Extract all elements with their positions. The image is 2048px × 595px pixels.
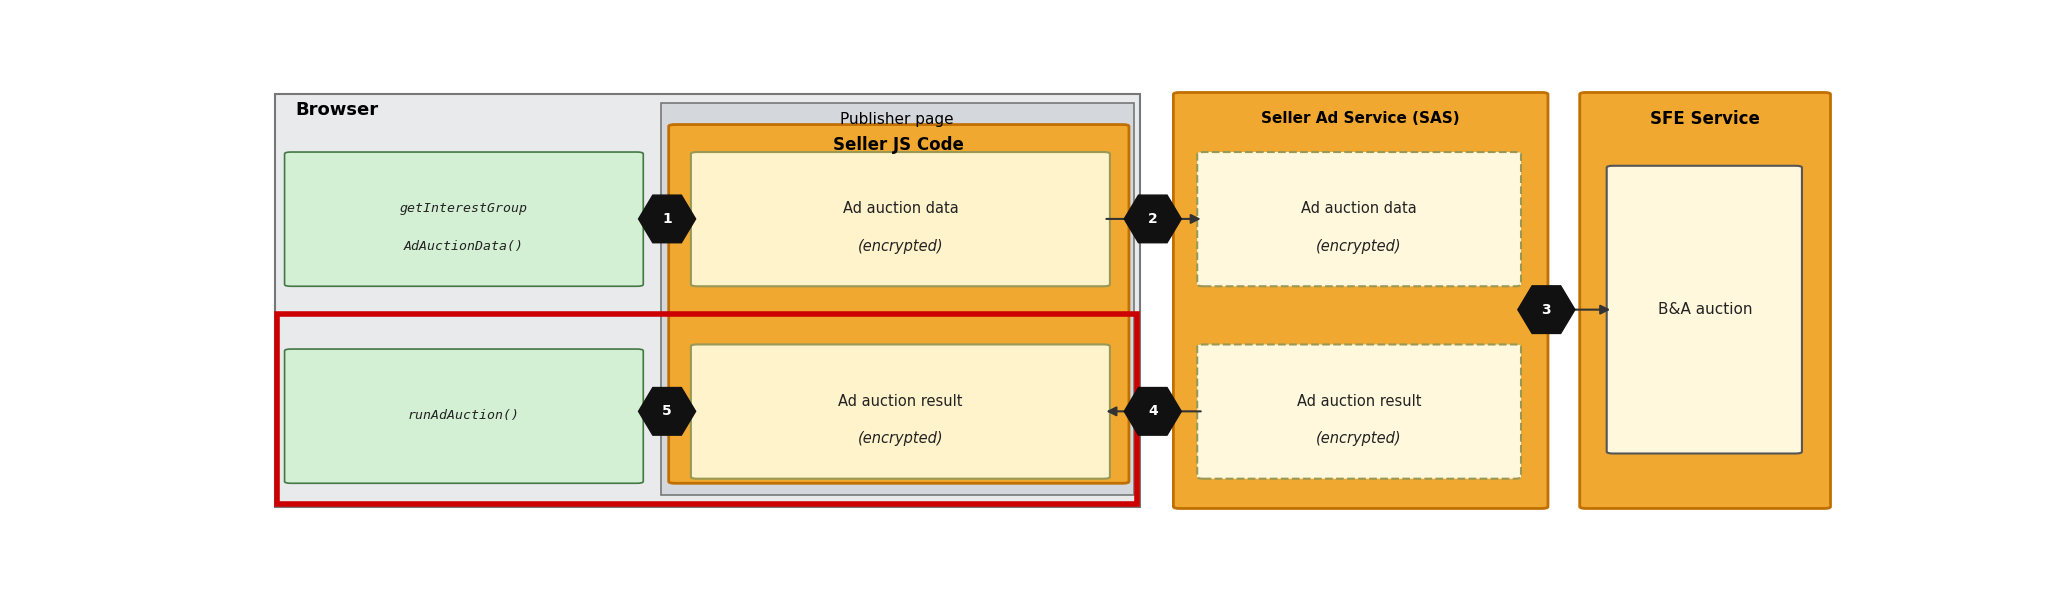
Text: Ad auction data: Ad auction data bbox=[1300, 201, 1417, 217]
Text: 3: 3 bbox=[1542, 303, 1550, 317]
FancyBboxPatch shape bbox=[1198, 345, 1522, 479]
FancyBboxPatch shape bbox=[285, 349, 643, 483]
Text: Seller JS Code: Seller JS Code bbox=[834, 136, 965, 154]
Text: (encrypted): (encrypted) bbox=[1317, 239, 1403, 254]
Text: getInterestGroup: getInterestGroup bbox=[399, 202, 528, 215]
Text: 4: 4 bbox=[1147, 405, 1157, 418]
Text: B&A auction: B&A auction bbox=[1659, 302, 1753, 317]
Bar bbox=[274, 94, 1141, 507]
FancyBboxPatch shape bbox=[1579, 92, 1831, 509]
Bar bbox=[276, 314, 1137, 505]
FancyBboxPatch shape bbox=[1198, 152, 1522, 286]
Text: (encrypted): (encrypted) bbox=[858, 239, 944, 254]
Text: Ad auction data: Ad auction data bbox=[842, 201, 958, 217]
Polygon shape bbox=[1518, 286, 1575, 333]
Text: Browser: Browser bbox=[295, 101, 379, 120]
Text: SFE Service: SFE Service bbox=[1651, 109, 1759, 127]
Polygon shape bbox=[639, 195, 696, 243]
Text: AdAuctionData(): AdAuctionData() bbox=[403, 240, 524, 253]
Text: runAdAuction(): runAdAuction() bbox=[408, 409, 520, 422]
FancyBboxPatch shape bbox=[1608, 166, 1802, 453]
FancyBboxPatch shape bbox=[668, 124, 1128, 483]
FancyBboxPatch shape bbox=[690, 152, 1110, 286]
Text: 5: 5 bbox=[662, 405, 672, 418]
Text: Publisher page: Publisher page bbox=[840, 112, 954, 127]
Text: Seller Ad Service (SAS): Seller Ad Service (SAS) bbox=[1262, 111, 1460, 126]
Text: (encrypted): (encrypted) bbox=[1317, 431, 1403, 446]
Text: (encrypted): (encrypted) bbox=[858, 431, 944, 446]
Text: 1: 1 bbox=[662, 212, 672, 226]
Text: 2: 2 bbox=[1147, 212, 1157, 226]
FancyBboxPatch shape bbox=[690, 345, 1110, 479]
FancyBboxPatch shape bbox=[285, 152, 643, 286]
Polygon shape bbox=[1124, 387, 1182, 435]
Bar bbox=[662, 104, 1135, 495]
Polygon shape bbox=[1124, 195, 1182, 243]
Polygon shape bbox=[639, 387, 696, 435]
Text: Ad auction result: Ad auction result bbox=[838, 394, 963, 409]
FancyBboxPatch shape bbox=[1174, 92, 1548, 509]
Text: Ad auction result: Ad auction result bbox=[1296, 394, 1421, 409]
